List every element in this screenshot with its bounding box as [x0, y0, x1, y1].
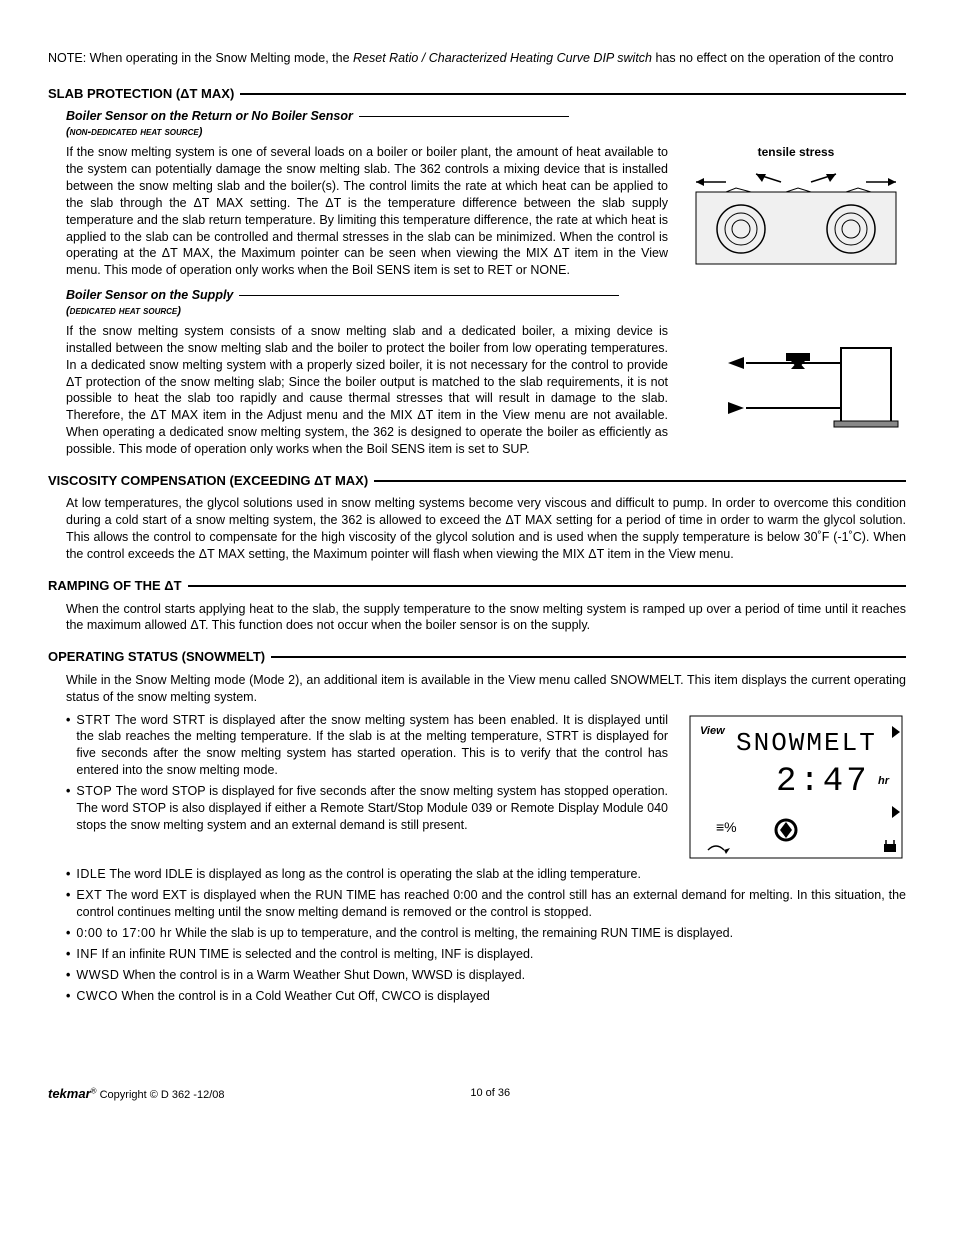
lcd-line2: 2:47	[776, 763, 870, 801]
sub1-row: If the snow melting system is one of sev…	[66, 144, 906, 279]
bullet-text: 0:00 to 17:00 hr While the slab is up to…	[76, 925, 906, 942]
sub2-body: If the snow melting system consists of a…	[66, 323, 668, 458]
sub1-diagram: tensile stress	[686, 144, 906, 279]
footer-page: 10 of 36	[225, 1086, 757, 1101]
sub1-rule	[359, 116, 569, 117]
heading-rule	[374, 480, 906, 482]
bullet-item: • WWSD When the control is in a Warm Weat…	[66, 967, 906, 984]
heading-rule	[240, 93, 906, 95]
operating-intro: While in the Snow Melting mode (Mode 2),…	[66, 672, 906, 706]
lcd-display: View SNOWMELT 2:47 hr ≡%	[686, 712, 906, 862]
tensile-stress-label: tensile stress	[686, 144, 906, 160]
bullet-dot: •	[66, 866, 70, 883]
slab-protection-heading-text: SLAB PROTECTION (ΔT MAX)	[48, 85, 234, 103]
heading-rule	[271, 656, 906, 658]
viscosity-heading: VISCOSITY COMPENSATION (EXCEEDING ΔT MAX…	[48, 472, 906, 490]
lcd-line1: SNOWMELT	[736, 728, 877, 758]
bullet-dot: •	[66, 712, 70, 729]
bullet-dot: •	[66, 967, 70, 984]
bullet-dot: •	[66, 946, 70, 963]
lcd-box: View SNOWMELT 2:47 hr ≡%	[686, 712, 906, 867]
ramping-heading-text: RAMPING OF THE ΔT	[48, 577, 182, 595]
boiler-diagram	[686, 323, 906, 443]
footer-left: tekmar® Copyright © D 362 -12/08	[48, 1085, 225, 1103]
bullet-dot: •	[66, 887, 70, 904]
bullet-text: INF If an infinite RUN TIME is selected …	[76, 946, 906, 963]
bullet-dot: •	[66, 988, 70, 1005]
sub1-body: If the snow melting system is one of sev…	[66, 144, 668, 279]
bullet-text: STOP The word STOP is displayed for five…	[76, 783, 668, 834]
bullet-text: WWSD When the control is in a Warm Weath…	[76, 967, 906, 984]
lcd-view-label: View	[700, 725, 726, 737]
bullet-item: • INF If an infinite RUN TIME is selected…	[66, 946, 906, 963]
bullet-text: STRT The word STRT is displayed after th…	[76, 712, 668, 780]
bullet-item: • 0:00 to 17:00 hr While the slab is up t…	[66, 925, 906, 942]
lcd-percent-icon: ≡%	[716, 819, 737, 835]
heading-rule	[188, 585, 906, 587]
tensile-stress-diagram	[686, 164, 906, 274]
bullets-wide: • IDLE The word IDLE is displayed as long…	[66, 866, 906, 1004]
note-prefix: NOTE: When operating in the Snow Melting…	[48, 51, 353, 65]
footer: tekmar® Copyright © D 362 -12/08 10 of 3…	[48, 1085, 906, 1103]
sub2-rule	[239, 295, 619, 296]
bullet-text: IDLE The word IDLE is displayed as long …	[76, 866, 906, 883]
bullet-dot: •	[66, 925, 70, 942]
bullet-dot: •	[66, 783, 70, 800]
sub1-heading: Boiler Sensor on the Return or No Boiler…	[66, 108, 906, 125]
sub1-title: Boiler Sensor on the Return or No Boiler…	[66, 108, 353, 125]
footer-copyright: Copyright © D 362 -12/08	[97, 1089, 225, 1101]
slab-protection-heading: SLAB PROTECTION (ΔT MAX)	[48, 85, 906, 103]
bullet-text: EXT The word EXT is displayed when the R…	[76, 887, 906, 921]
sub2-heading: Boiler Sensor on the Supply	[66, 287, 906, 304]
note-italic: Reset Ratio / Characterized Heating Curv…	[353, 51, 652, 65]
sub1-caption: (non-dedicated heat source)	[66, 125, 906, 140]
bullet-item: • EXT The word EXT is displayed when the …	[66, 887, 906, 921]
ramping-body: When the control starts applying heat to…	[66, 601, 906, 635]
lcd-square-icon	[884, 844, 896, 852]
note-paragraph: NOTE: When operating in the Snow Melting…	[48, 50, 906, 67]
sub2-diagram	[686, 323, 906, 448]
viscosity-body: At low temperatures, the glycol solution…	[66, 495, 906, 563]
bullet-item: • CWCO When the control is in a Cold Weat…	[66, 988, 906, 1005]
note-suffix: has no effect on the operation of the co…	[652, 51, 894, 65]
bullet-item: • STOP The word STOP is displayed for fiv…	[66, 783, 668, 834]
bullets-narrow: • STRT The word STRT is displayed after t…	[66, 712, 668, 838]
ramping-heading: RAMPING OF THE ΔT	[48, 577, 906, 595]
operating-row: • STRT The word STRT is displayed after t…	[66, 712, 906, 867]
sub2-title: Boiler Sensor on the Supply	[66, 287, 233, 304]
operating-heading-text: OPERATING STATUS (SNOWMELT)	[48, 648, 265, 666]
bullet-item: • STRT The word STRT is displayed after t…	[66, 712, 668, 780]
sub1: Boiler Sensor on the Return or No Boiler…	[66, 108, 906, 279]
bullet-text: CWCO When the control is in a Cold Weath…	[76, 988, 906, 1005]
operating-heading: OPERATING STATUS (SNOWMELT)	[48, 648, 906, 666]
bullet-item: • IDLE The word IDLE is displayed as long…	[66, 866, 906, 883]
lcd-hr: hr	[878, 775, 890, 787]
footer-brand: tekmar	[48, 1086, 91, 1101]
sub2-caption: (dedicated heat source)	[66, 304, 906, 319]
sub2: Boiler Sensor on the Supply (dedicated h…	[66, 287, 906, 458]
sub2-row: If the snow melting system consists of a…	[66, 323, 906, 458]
viscosity-heading-text: VISCOSITY COMPENSATION (EXCEEDING ΔT MAX…	[48, 472, 368, 490]
